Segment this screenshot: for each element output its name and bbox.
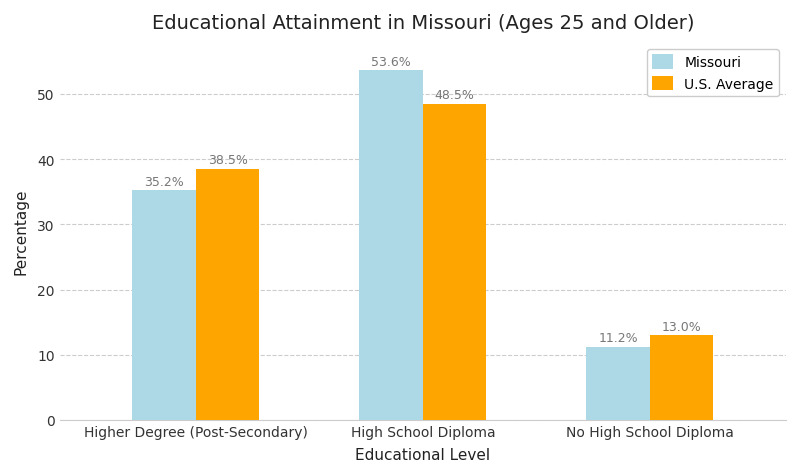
Text: 13.0%: 13.0% (662, 320, 702, 333)
X-axis label: Educational Level: Educational Level (355, 447, 490, 462)
Bar (650, 336, 714, 420)
Bar (132, 191, 196, 420)
Bar (196, 169, 259, 420)
Text: 53.6%: 53.6% (371, 56, 411, 69)
Y-axis label: Percentage: Percentage (14, 188, 29, 275)
Bar (359, 71, 423, 420)
Bar (586, 347, 650, 420)
Title: Educational Attainment in Missouri (Ages 25 and Older): Educational Attainment in Missouri (Ages… (152, 14, 694, 33)
Legend: Missouri, U.S. Average: Missouri, U.S. Average (647, 50, 779, 97)
Text: 38.5%: 38.5% (208, 154, 248, 167)
Bar (423, 105, 486, 420)
Text: 35.2%: 35.2% (144, 176, 184, 188)
Text: 48.5%: 48.5% (434, 89, 474, 102)
Text: 11.2%: 11.2% (598, 332, 638, 345)
